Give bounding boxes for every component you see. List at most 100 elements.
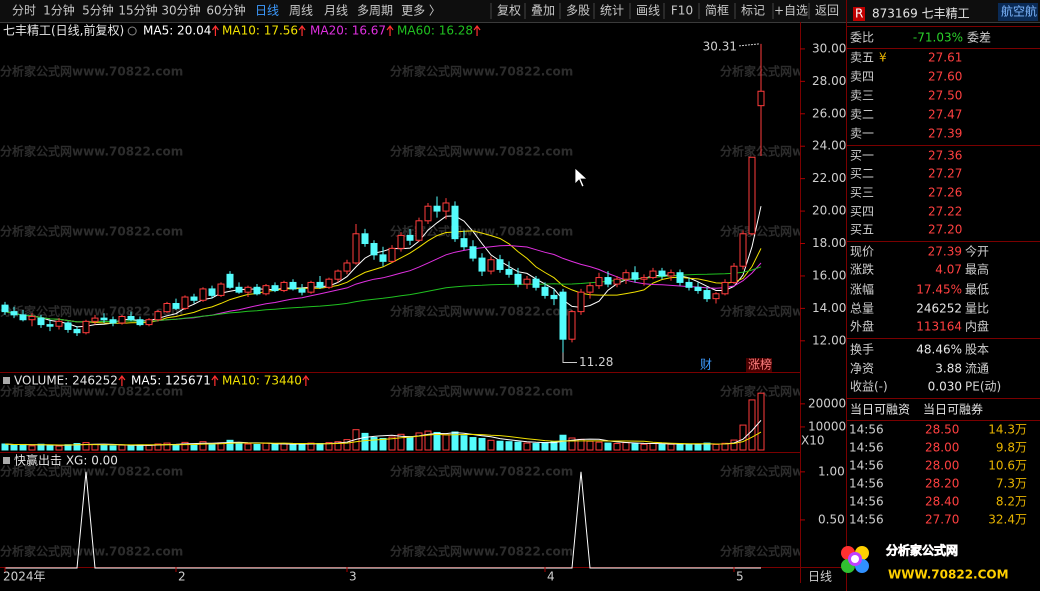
candle-body (217, 283, 225, 296)
tool-button[interactable]: 叠加 (531, 4, 555, 18)
period-tab[interactable]: 5分钟 (82, 3, 114, 18)
candle-body (451, 205, 459, 240)
volume-bar (1, 443, 9, 451)
tool-button[interactable]: 画线 (636, 4, 660, 18)
candle-body (91, 317, 99, 322)
event-mark[interactable]: 涨榜 (748, 357, 772, 372)
candle-body (667, 272, 675, 277)
period-tab[interactable]: 周线 (289, 4, 313, 18)
period-tab[interactable]: 多周期 (357, 4, 393, 18)
volume-bar (721, 442, 729, 451)
tool-button[interactable]: F10 (671, 4, 693, 18)
volume-bar (262, 442, 270, 451)
stat-value: 246252 (916, 302, 962, 316)
period-tab[interactable]: 1分钟 (43, 3, 75, 18)
volume-bar (712, 443, 720, 451)
volume-bar (748, 399, 756, 451)
tool-button[interactable]: 标记 (741, 4, 765, 18)
candle-body (532, 278, 540, 288)
volume-bar (586, 440, 594, 451)
candle-body (271, 285, 279, 292)
volume-bar (145, 444, 153, 451)
tool-button[interactable]: 多股 (566, 4, 590, 18)
volume-bar (10, 444, 18, 451)
volume-bar (325, 442, 333, 451)
x-tick-label: 3 (349, 570, 357, 584)
stat-label: 涨跌 (850, 262, 874, 277)
candle-body (388, 247, 396, 262)
period-tab[interactable]: 月线 (324, 4, 348, 18)
volume-bar (505, 441, 513, 451)
candle-body (163, 303, 171, 313)
volume-bar (487, 439, 495, 451)
candle-body (253, 286, 261, 295)
margin-tab[interactable]: 当日可融券 (923, 402, 983, 417)
period-tab[interactable]: 分时 (12, 4, 36, 18)
candle-body (523, 278, 531, 285)
watermark-text: 分析家公式网www.70822.com (390, 144, 573, 159)
tool-button[interactable]: +自选 (774, 4, 808, 18)
volume-bar (100, 444, 108, 451)
tool-button[interactable]: 复权 (497, 4, 521, 18)
watermark-text: 分析家公式网www.70822.com (390, 64, 573, 79)
sector-tag[interactable]: 航空航 (1001, 4, 1037, 19)
volume-bar (667, 443, 675, 451)
book-price: 27.20 (928, 223, 962, 237)
candle-body (19, 314, 27, 321)
volume-title: VOLUME: 246252 (14, 374, 118, 388)
candle-body (505, 268, 513, 275)
candle-body (397, 234, 405, 249)
book-label: 卖二 (850, 108, 874, 122)
watermark-text: 分析家公式网www.70822.com (720, 384, 903, 399)
period-tab[interactable]: 日线 (255, 4, 279, 18)
book-price: 27.26 (928, 186, 962, 200)
candle-body (280, 281, 288, 292)
x-tick-label: 2 (178, 570, 186, 584)
ratio-label: 委比 (850, 31, 874, 45)
margin-tab[interactable]: 当日可融资 (850, 403, 910, 417)
event-mark[interactable]: 财 (700, 358, 712, 372)
volume-bar (208, 443, 216, 451)
volume-bar (91, 443, 99, 451)
volume-bar (19, 443, 27, 451)
candle-body (685, 281, 693, 288)
trade-time: 14:56 (849, 441, 884, 455)
period-tab[interactable]: 15分钟 (118, 3, 157, 18)
stat-label: PE(动) (965, 380, 1001, 394)
trade-price: 28.00 (925, 459, 959, 473)
volume-bar (658, 443, 666, 451)
watermark-text: 分析家公式网www.70822.com (390, 464, 573, 479)
tag-bg (998, 3, 1038, 21)
volume-bar (406, 436, 414, 451)
watermark-text: 分析家公式网www.70822.com (0, 224, 183, 239)
book-label: 买四 (850, 205, 874, 219)
tool-button[interactable]: 简框 (705, 4, 729, 18)
ratio-label: 委差 (967, 31, 991, 45)
volume-bar (163, 442, 171, 451)
trade-price: 27.70 (925, 513, 959, 527)
volume-bar (235, 442, 243, 451)
volume-bar (118, 444, 126, 451)
tool-button[interactable]: 统计 (600, 4, 624, 18)
up-arrow (211, 25, 219, 36)
watermark-layer: 分析家公式网www.70822.com 分析家公式网www.70822.com 分析… (0, 64, 903, 559)
volume-bar (730, 439, 738, 451)
tool-button[interactable]: 返回 (815, 4, 839, 18)
trade-time: 14:56 (849, 477, 884, 491)
period-tab[interactable]: 更多 〉 (401, 4, 441, 18)
period-tab[interactable]: 60分钟 (206, 3, 245, 18)
candle-body (577, 291, 585, 313)
period-tab[interactable]: 30分钟 (161, 3, 200, 18)
book-label: 卖一 (850, 127, 874, 141)
trade-price: 28.00 (925, 441, 959, 455)
candle-body (208, 288, 216, 296)
volume-bar (127, 445, 135, 451)
volume-bar (604, 442, 612, 451)
volume-bar (370, 437, 378, 451)
book-price: 27.47 (928, 108, 962, 122)
volume-bar (478, 437, 486, 451)
candle-body (640, 277, 648, 280)
watermark-text: 分析家公式网www.70822.com (390, 544, 573, 559)
book-price: 27.60 (928, 70, 962, 84)
candle-body (721, 281, 729, 295)
